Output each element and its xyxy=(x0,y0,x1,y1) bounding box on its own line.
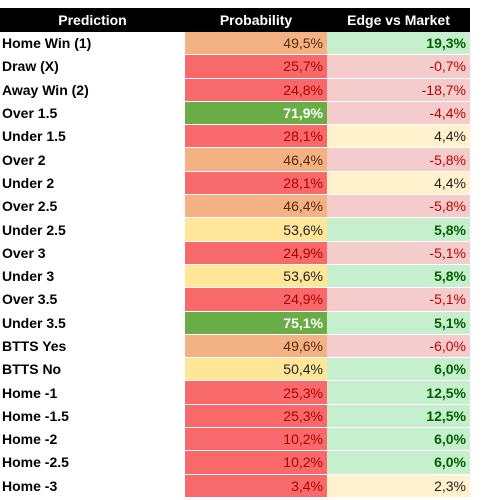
edge-cell: 6,0% xyxy=(327,451,470,474)
probability-cell: 49,6% xyxy=(185,334,327,358)
table-row: Over 1.5 71,9% -4,4% xyxy=(0,101,470,126)
table-row: Under 2 28,1% 4,4% xyxy=(0,171,470,196)
table-row: Home -2 10,2% 6,0% xyxy=(0,428,470,452)
prediction-cell: Under 2.5 xyxy=(2,221,66,238)
edge-cell: -5,1% xyxy=(327,288,470,311)
edge-cell: -4,4% xyxy=(327,101,470,125)
prediction-cell: Draw (X) xyxy=(2,58,59,75)
prediction-cell: Over 3 xyxy=(2,244,46,261)
probability-cell: 25,3% xyxy=(185,404,327,428)
probability-cell: 3,4% xyxy=(185,474,327,497)
header-cell: Edge vs Market xyxy=(347,12,450,28)
table: Prediction Probability Edge vs Market Ho… xyxy=(0,8,470,498)
prediction-cell: Over 3.5 xyxy=(2,291,58,308)
probability-cell: 49,5% xyxy=(185,32,327,55)
prediction-cell: Over 2 xyxy=(2,151,46,168)
probability-cell: 50,4% xyxy=(185,358,327,381)
edge-cell: 4,4% xyxy=(327,171,470,195)
probability-cell: 53,6% xyxy=(185,264,327,288)
prediction-cell: Over 1.5 xyxy=(2,105,58,122)
edge-cell: 12,5% xyxy=(327,404,470,428)
probability-cell: 46,4% xyxy=(185,148,327,171)
edge-cell: -18,7% xyxy=(327,78,470,101)
table-row: Over 3.5 24,9% -5,1% xyxy=(0,288,470,312)
table-row: Away Win (2) 24,8% -18,7% xyxy=(0,78,470,102)
prediction-cell: Home -2.5 xyxy=(2,454,69,471)
prediction-cell: Under 3 xyxy=(2,268,55,285)
edge-cell: 12,5% xyxy=(327,381,470,404)
table-row: Home Win (1) 49,5% 19,3% xyxy=(0,32,470,56)
probability-cell: 25,7% xyxy=(185,55,327,78)
probability-cell: 25,3% xyxy=(185,381,327,404)
probability-cell: 24,9% xyxy=(185,241,327,264)
edge-cell: 4,4% xyxy=(327,125,470,148)
probability-cell: 10,2% xyxy=(185,451,327,474)
edge-cell: 19,3% xyxy=(327,32,470,55)
edge-cell: -5,1% xyxy=(327,241,470,264)
edge-cell: -5,8% xyxy=(327,148,470,171)
table-row: Over 2 46,4% -5,8% xyxy=(0,148,470,172)
probability-cell: 53,6% xyxy=(185,218,327,241)
prediction-cell: Home -1.5 xyxy=(2,407,69,424)
probability-cell: 24,9% xyxy=(185,288,327,311)
table-row: Home -1.5 25,3% 12,5% xyxy=(0,404,470,429)
table-row: Draw (X) 25,7% -0,7% xyxy=(0,55,470,79)
table-row: Over 2.5 46,4% -5,8% xyxy=(0,195,470,219)
probability-cell: 28,1% xyxy=(185,171,327,195)
table-row: BTTS Yes 49,6% -6,0% xyxy=(0,334,470,359)
header-cell: Prediction xyxy=(58,12,127,28)
probability-cell: 28,1% xyxy=(185,125,327,148)
table-row: BTTS No 50,4% 6,0% xyxy=(0,358,470,382)
prediction-cell: Home -1 xyxy=(2,384,58,401)
table-row: Home -1 25,3% 12,5% xyxy=(0,381,470,405)
prediction-cell: Home Win (1) xyxy=(2,35,92,52)
table-row: Over 3 24,9% -5,1% xyxy=(0,241,470,265)
edge-cell: -0,7% xyxy=(327,55,470,78)
edge-cell: 2,3% xyxy=(327,474,470,497)
prediction-cell: Home -3 xyxy=(2,477,58,494)
header-cell: Probability xyxy=(219,12,293,28)
header-row: Prediction Probability Edge vs Market xyxy=(0,8,470,32)
edge-cell: -6,0% xyxy=(327,334,470,358)
prediction-cell: Under 1.5 xyxy=(2,128,66,145)
table-row: Home -3 3,4% 2,3% xyxy=(0,474,470,498)
edge-cell: 5,1% xyxy=(327,311,470,334)
prediction-cell: Under 2 xyxy=(2,174,55,191)
prediction-cell: Away Win (2) xyxy=(2,81,89,98)
table-row: Under 3.5 75,1% 5,1% xyxy=(0,311,470,335)
edge-cell: -5,8% xyxy=(327,195,470,218)
table-row: Under 1.5 28,1% 4,4% xyxy=(0,125,470,149)
edge-cell: 5,8% xyxy=(327,264,470,288)
edge-cell: 5,8% xyxy=(327,218,470,241)
probability-cell: 24,8% xyxy=(185,78,327,101)
prediction-cell: Under 3.5 xyxy=(2,314,66,331)
probability-cell: 75,1% xyxy=(185,311,327,334)
prediction-cell: BTTS No xyxy=(2,361,62,378)
probability-cell: 46,4% xyxy=(185,195,327,218)
prediction-cell: BTTS Yes xyxy=(2,338,67,354)
probability-cell: 71,9% xyxy=(185,101,327,125)
edge-cell: 6,0% xyxy=(327,358,470,381)
table-row: Under 3 53,6% 5,8% xyxy=(0,264,470,289)
table-row: Under 2.5 53,6% 5,8% xyxy=(0,218,470,242)
prediction-cell: Over 2.5 xyxy=(2,198,58,215)
edge-cell: 6,0% xyxy=(327,428,470,451)
table-row: Home -2.5 10,2% 6,0% xyxy=(0,451,470,475)
prediction-cell: Home -2 xyxy=(2,431,58,448)
probability-cell: 10,2% xyxy=(185,428,327,451)
